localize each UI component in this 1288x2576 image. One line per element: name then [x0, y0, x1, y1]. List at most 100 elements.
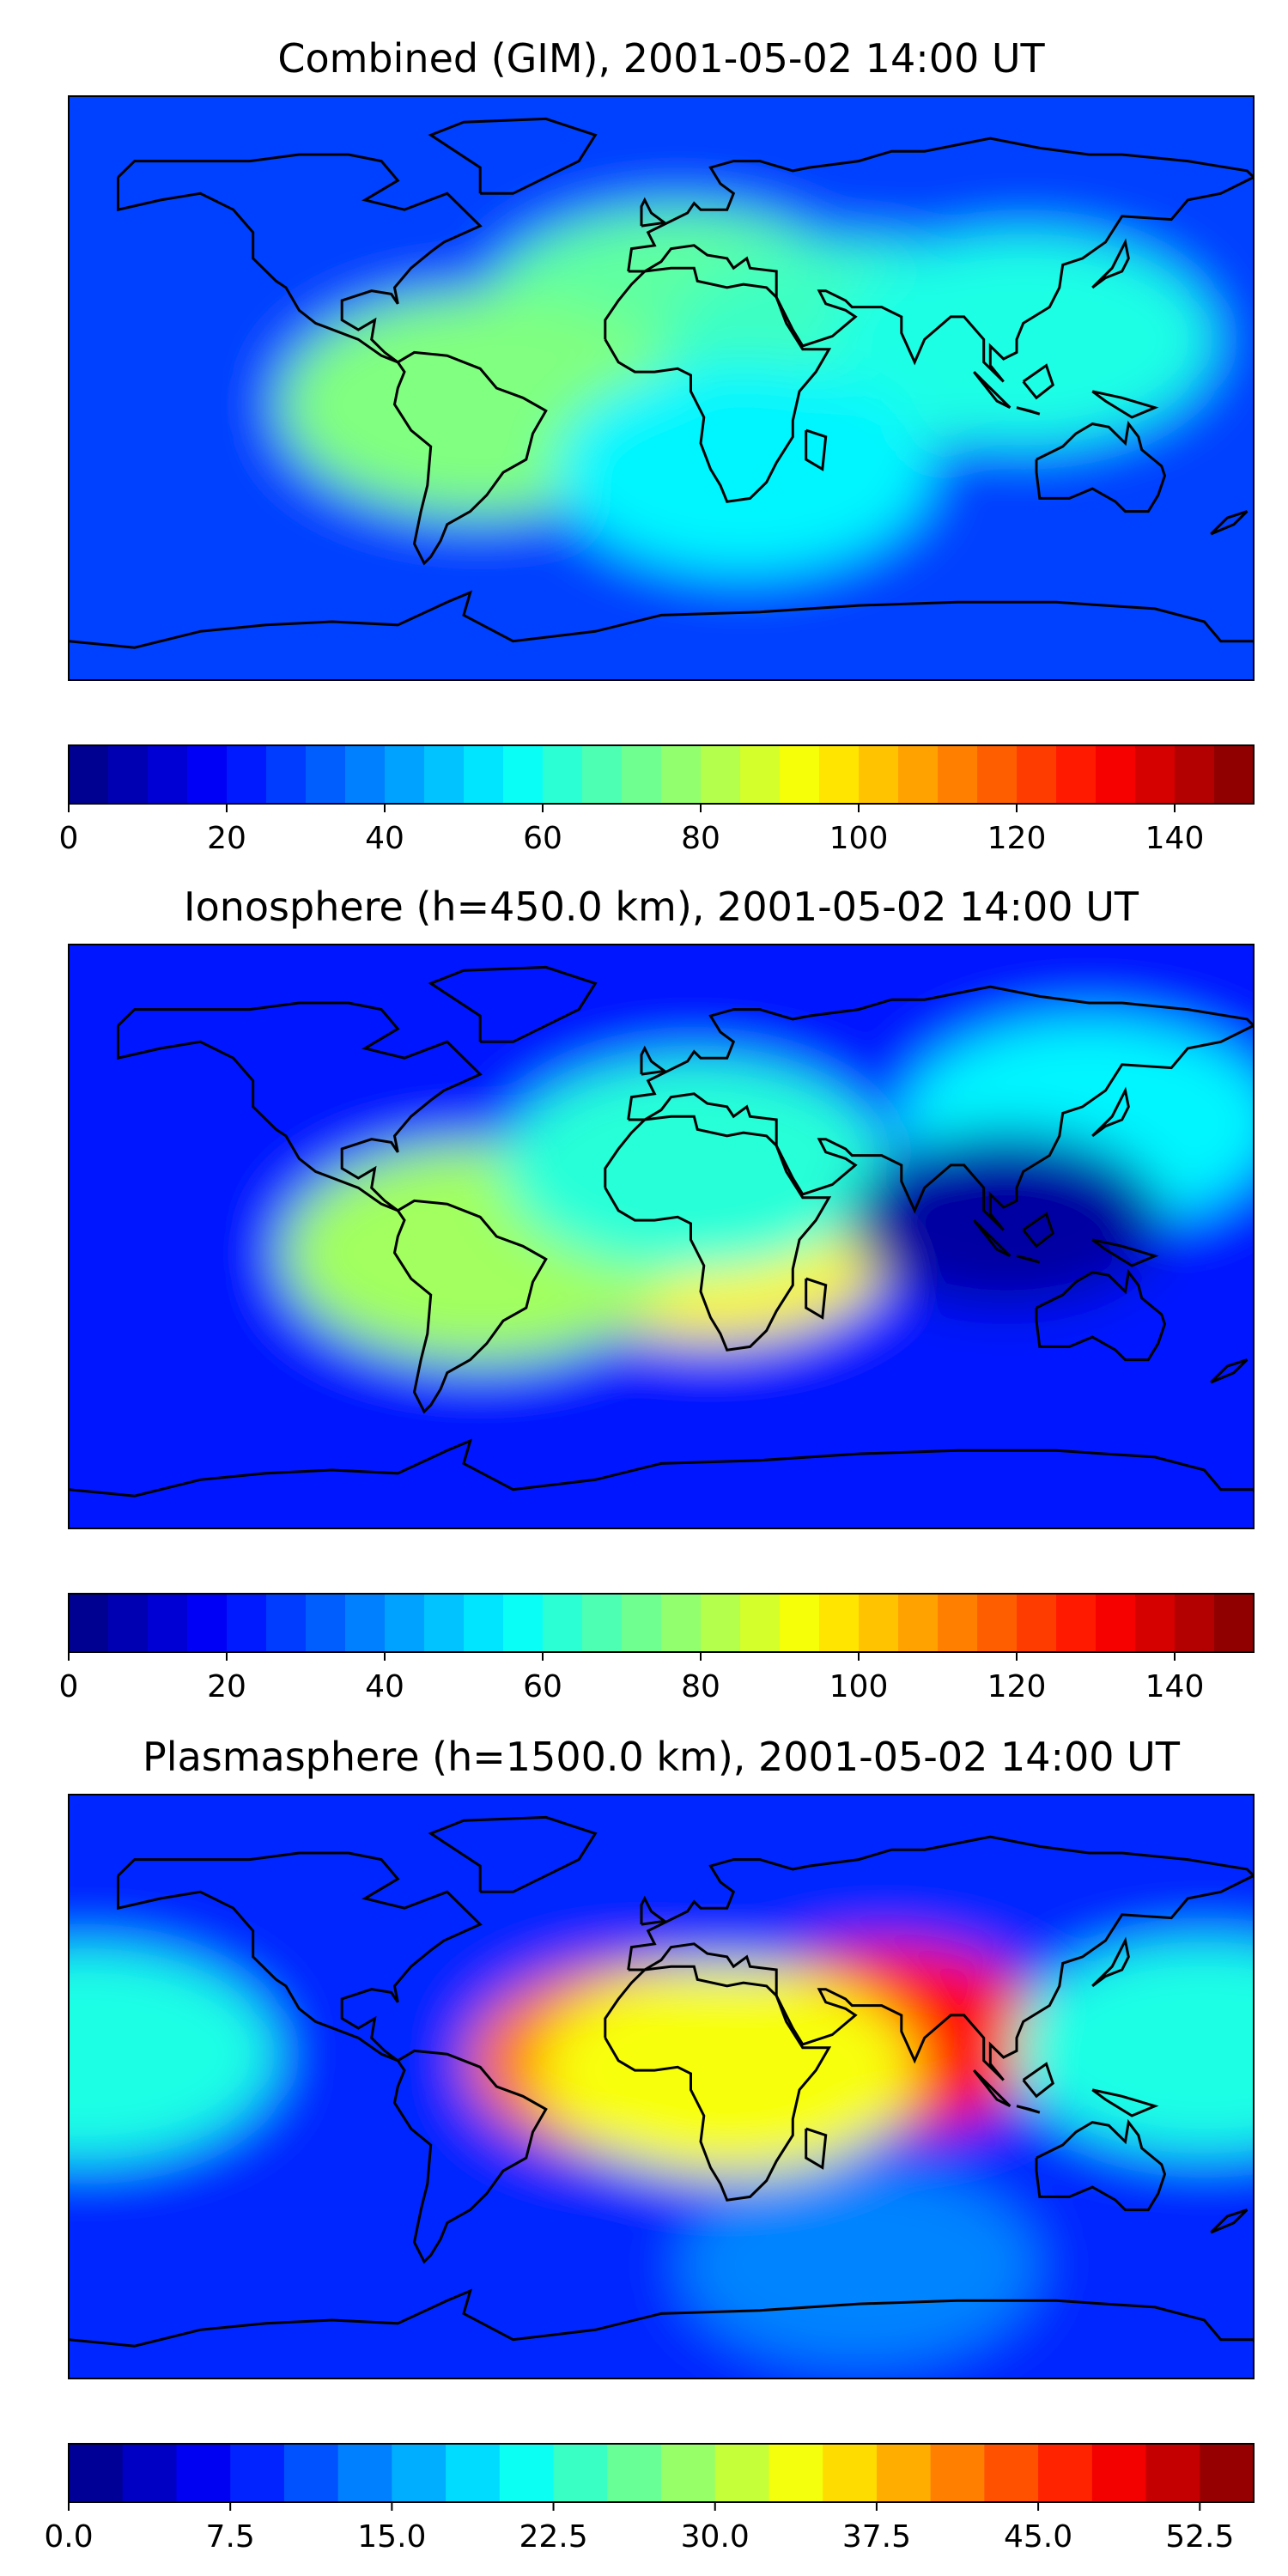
- field-feature-3: [501, 1058, 887, 1273]
- colorbar-segment: [543, 1594, 583, 1652]
- coastline-3: [627, 137, 1254, 383]
- colorbar-segment: [108, 1594, 149, 1652]
- colorbar-segment: [1056, 1594, 1097, 1652]
- coastline-13: [805, 2127, 828, 2170]
- colorbar-tick-label: 20: [207, 1669, 246, 1704]
- colorbar-segment: [230, 2444, 285, 2502]
- colorbar-combined: 0 20 40 60 80 100 120 140: [59, 744, 1255, 856]
- colorbar-segment: [385, 745, 425, 804]
- colorbar-tick-label: 0.0: [44, 2519, 93, 2555]
- colorbar-segment: [622, 1594, 662, 1652]
- colorbar-tick-label: 40: [365, 821, 404, 856]
- field-feature-6: [555, 364, 933, 574]
- coastline-2: [604, 266, 832, 503]
- map-panel-plasmasphere: [69, 1795, 1254, 2379]
- colorbar-segment: [701, 1594, 741, 1652]
- colorbar-segment: [345, 1594, 386, 1652]
- colorbar-segment: [266, 1594, 307, 1652]
- coastline-8: [1016, 1255, 1041, 1264]
- coastline-13: [805, 1277, 828, 1320]
- colorbar-ionosphere: 0 20 40 60 80 100 120 140: [59, 1593, 1255, 1704]
- colorbar-segment: [283, 2444, 339, 2502]
- colorbar-segment: [424, 1594, 465, 1652]
- coastline-11: [640, 1045, 668, 1076]
- coastlines: [69, 965, 1254, 1498]
- colorbar-segment: [227, 745, 267, 804]
- colorbar-segment: [1145, 2444, 1200, 2502]
- colorbar-segment: [1175, 1594, 1215, 1652]
- colorbar-segment: [1135, 745, 1176, 804]
- coastlines: [69, 117, 1254, 649]
- colorbar-segment: [607, 2444, 662, 2502]
- coastline-13: [805, 428, 828, 471]
- panel-title-ionosphere: Ionosphere (h=450.0 km), 2001-05-02 14:0…: [184, 884, 1139, 930]
- colorbar-segment: [984, 2444, 1039, 2502]
- colorbar-segment: [1200, 2444, 1255, 2502]
- colorbar-tick-label: 60: [523, 821, 562, 856]
- colorbar-frame: [68, 2443, 1255, 2503]
- coastline-1: [392, 2049, 548, 2264]
- colorbar-segment: [69, 2444, 124, 2502]
- colorbar-segment: [187, 745, 228, 804]
- coastline-3: [627, 985, 1254, 1231]
- colorbar-segment: [740, 745, 781, 804]
- field-feature-2: [537, 1965, 917, 2177]
- coastline-9: [1022, 363, 1054, 400]
- colorbar-tick-label: 45.0: [1004, 2519, 1072, 2555]
- colorbar-segment: [582, 1594, 623, 1652]
- colorbar-segment: [446, 2444, 501, 2502]
- colorbar-tick-label: 120: [987, 1669, 1047, 1704]
- coastline-1: [392, 1199, 548, 1414]
- colorbar-segment: [1017, 745, 1057, 804]
- colorbar-segment: [266, 745, 307, 804]
- coastline-6: [428, 965, 598, 1043]
- colorbar-segment: [780, 745, 820, 804]
- coastline-5: [69, 1438, 1254, 1498]
- colorbar-tick-label: 140: [1145, 1669, 1205, 1704]
- colorbar-segment: [859, 1594, 899, 1652]
- coastline-0: [117, 1851, 483, 2063]
- map-frame: [68, 1794, 1255, 2379]
- colorbar-segment: [714, 2444, 769, 2502]
- map-panel-combined: [69, 96, 1254, 680]
- map-panel-ionosphere: [69, 945, 1254, 1528]
- coastline-5: [69, 2288, 1254, 2348]
- field-feature-3: [1012, 1941, 1254, 2154]
- colorbar-segment: [1038, 2444, 1093, 2502]
- colorbar-segment: [385, 1594, 425, 1652]
- colorbar-tick-label: 30.0: [681, 2519, 750, 2555]
- coastline-12: [1091, 1238, 1159, 1267]
- colorbar-segment: [345, 745, 386, 804]
- colorbar-segment: [1096, 1594, 1136, 1652]
- colorbar-tick-label: 100: [829, 821, 889, 856]
- coastlines: [69, 1815, 1254, 2348]
- field-feature-4: [69, 1947, 277, 2161]
- colorbar-segment: [392, 2444, 447, 2502]
- colorbar-tick-label: 7.5: [206, 2519, 255, 2555]
- colorbar-segment: [499, 2444, 555, 2502]
- colorbar-segment: [780, 1594, 820, 1652]
- colorbar-segment: [187, 1594, 228, 1652]
- coastline-9: [1022, 2062, 1054, 2099]
- colorbar-segment: [227, 1594, 267, 1652]
- coastline-3: [627, 1835, 1254, 2081]
- coastline-10: [1091, 1936, 1130, 1988]
- colorbar-segment: [701, 745, 741, 804]
- coastline-10: [1091, 1086, 1130, 1138]
- colorbar-segment: [108, 745, 149, 804]
- colorbar-tick-label: 140: [1145, 821, 1205, 856]
- colorbar-segment: [661, 1594, 702, 1652]
- colorbar-segment: [622, 745, 662, 804]
- colorbar-segment: [977, 745, 1018, 804]
- coastline-4: [1035, 2118, 1167, 2212]
- colorbar-tick-label: 80: [681, 821, 720, 856]
- colorbar-segment: [543, 745, 583, 804]
- coastline-11: [640, 1895, 668, 1926]
- colorbar-segment: [938, 1594, 978, 1652]
- colorbar-tick-label: 0: [59, 1669, 79, 1704]
- colorbar-segment: [1214, 745, 1255, 804]
- coastline-7: [973, 371, 1012, 410]
- coastline-14: [1210, 2208, 1249, 2234]
- colorbar-segment: [553, 2444, 608, 2502]
